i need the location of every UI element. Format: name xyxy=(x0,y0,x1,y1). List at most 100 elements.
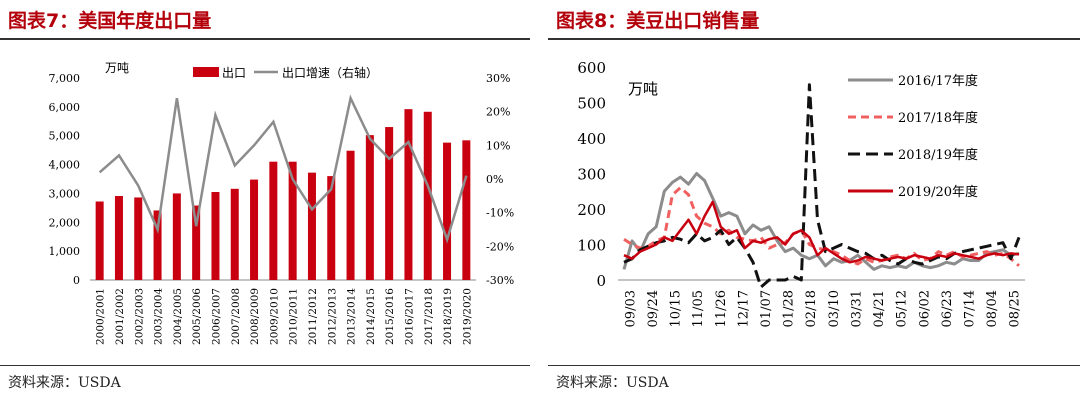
x-tick-label: 03/10 xyxy=(827,290,842,327)
x-tick-label: 03/31 xyxy=(849,290,864,327)
x-tick-label: 01/07 xyxy=(759,290,774,327)
y-tick-label: 200 xyxy=(577,201,606,219)
y-axis-unit-label: 万吨 xyxy=(628,80,658,98)
bar xyxy=(192,205,201,280)
y-tick-label: 0 xyxy=(596,272,606,290)
y-left-tick-label: 2,000 xyxy=(49,216,81,229)
right-chart-panel: 图表8：美豆出口销售量 0 100 200 300 400 500 600 万吨 09/03 09… xyxy=(548,0,1080,407)
legend-label: 2018/19年度 xyxy=(898,147,978,163)
legend-swatch-exports xyxy=(193,67,219,77)
legend-label-exports: 出口 xyxy=(222,66,246,80)
source-divider xyxy=(548,365,1080,366)
x-tick-label: 2006/2007 xyxy=(210,288,222,345)
bar xyxy=(327,176,336,280)
series-line xyxy=(623,200,1020,264)
y-left-tick-label: 4,000 xyxy=(49,159,81,172)
legend-label: 2016/17年度 xyxy=(898,73,978,89)
bar xyxy=(346,150,355,280)
x-tick-label: 2007/2008 xyxy=(230,288,242,345)
y-tick-label: 100 xyxy=(577,237,606,255)
x-tick-label: 10/15 xyxy=(669,290,684,327)
y-tick-label: 300 xyxy=(577,166,606,184)
y-left-tick-label: 7,000 xyxy=(49,72,81,85)
growth-line xyxy=(98,94,468,244)
bar xyxy=(307,172,316,280)
y-left-tick-label: 6,000 xyxy=(49,101,81,114)
title-divider xyxy=(548,38,1080,40)
y-axis-unit-label: 万吨 xyxy=(105,61,129,75)
x-tick-label: 02/18 xyxy=(804,290,819,327)
bar xyxy=(134,197,143,280)
x-tick-label: 2013/2014 xyxy=(346,288,358,345)
exports-bar-chart: 万吨 0 1,000 2,000 3,000 4,000 5,000 6,000 7,000 -3… xyxy=(49,61,515,345)
y-right-tick-label: -10% xyxy=(486,207,514,220)
title-divider xyxy=(0,38,530,40)
chart-title: 图表8：美豆出口销售量 xyxy=(556,10,760,32)
source-divider xyxy=(0,365,530,366)
bar xyxy=(404,109,413,280)
x-tick-label: 2014/2015 xyxy=(365,288,377,345)
series-line xyxy=(623,186,1020,267)
y-left-tick-label: 5,000 xyxy=(49,130,81,143)
y-left-tick-label: 3,000 xyxy=(49,187,81,200)
x-tick-label: 2017/2018 xyxy=(423,288,435,345)
x-tick-label: 06/02 xyxy=(917,290,932,327)
bar xyxy=(462,140,471,280)
x-tick-label: 2015/2016 xyxy=(384,288,396,345)
bar xyxy=(211,191,220,280)
bar xyxy=(95,201,104,280)
x-tick-label: 06/23 xyxy=(940,290,955,327)
bar xyxy=(288,161,297,280)
x-tick-label: 2008/2009 xyxy=(249,288,261,345)
x-tick-label: 08/04 xyxy=(985,290,1000,327)
x-tick-label: 11/05 xyxy=(691,290,706,327)
legend-label: 2017/18年度 xyxy=(898,110,978,126)
series-line xyxy=(622,172,1020,271)
y-right-tick-label: -30% xyxy=(486,274,514,287)
x-tick-label: 08/25 xyxy=(1008,290,1023,327)
y-tick-label: 600 xyxy=(577,59,606,77)
y-right-tick-label: 20% xyxy=(486,106,510,119)
export-sales-line-chart: 0 100 200 300 400 500 600 万吨 09/03 09/24 10/15 11/0… xyxy=(577,59,1025,327)
x-tick-label: 09/24 xyxy=(646,290,661,327)
x-tick-label: 07/14 xyxy=(962,290,977,327)
x-tick-label: 2001/2002 xyxy=(114,288,126,345)
x-tick-label: 11/26 xyxy=(714,290,729,327)
x-tick-label: 2000/2001 xyxy=(95,288,107,345)
x-tick-label: 2002/2003 xyxy=(133,288,145,345)
bar xyxy=(230,188,239,280)
bar xyxy=(172,193,181,280)
x-tick-label: 2012/2013 xyxy=(326,288,338,345)
y-tick-label: 400 xyxy=(577,130,606,148)
y-tick-label: 500 xyxy=(577,95,606,113)
bar xyxy=(423,111,432,281)
legend-label: 2019/20年度 xyxy=(898,184,978,200)
bar xyxy=(385,127,394,280)
bar xyxy=(250,179,259,280)
y-right-tick-label: 10% xyxy=(486,139,510,152)
y-right-tick-label: 0% xyxy=(486,173,503,186)
x-tick-label: 01/28 xyxy=(782,290,797,327)
source-note: 资料来源：USDA xyxy=(556,375,669,391)
bar xyxy=(269,161,278,280)
legend-label-growth: 出口增速（右轴） xyxy=(282,65,378,80)
x-tick-label: 2016/2017 xyxy=(403,288,415,345)
y-right-tick-label: -20% xyxy=(486,240,514,253)
bar xyxy=(114,196,123,280)
y-right-tick-label: 30% xyxy=(486,72,510,85)
x-tick-label: 2011/2012 xyxy=(307,288,319,345)
left-chart-panel: 图表7：美国年度出口量 万吨 0 1,000 2,000 3,000 4,000 5,000… xyxy=(0,0,530,407)
x-tick-label: 2018/2019 xyxy=(442,288,454,345)
x-tick-label: 2010/2011 xyxy=(288,288,300,345)
x-tick-label: 12/17 xyxy=(736,290,751,327)
source-note: 资料来源：USDA xyxy=(8,375,121,391)
x-tick-label: 05/12 xyxy=(895,290,910,327)
x-tick-label: 04/21 xyxy=(872,290,887,327)
x-tick-label: 2009/2010 xyxy=(268,288,280,345)
x-tick-label: 09/03 xyxy=(623,290,638,327)
x-tick-label: 2004/2005 xyxy=(172,288,184,345)
bar xyxy=(153,210,162,280)
y-left-tick-label: 1,000 xyxy=(49,245,81,258)
x-tick-label: 2019/2020 xyxy=(461,288,473,345)
x-tick-label: 2003/2004 xyxy=(153,288,165,345)
